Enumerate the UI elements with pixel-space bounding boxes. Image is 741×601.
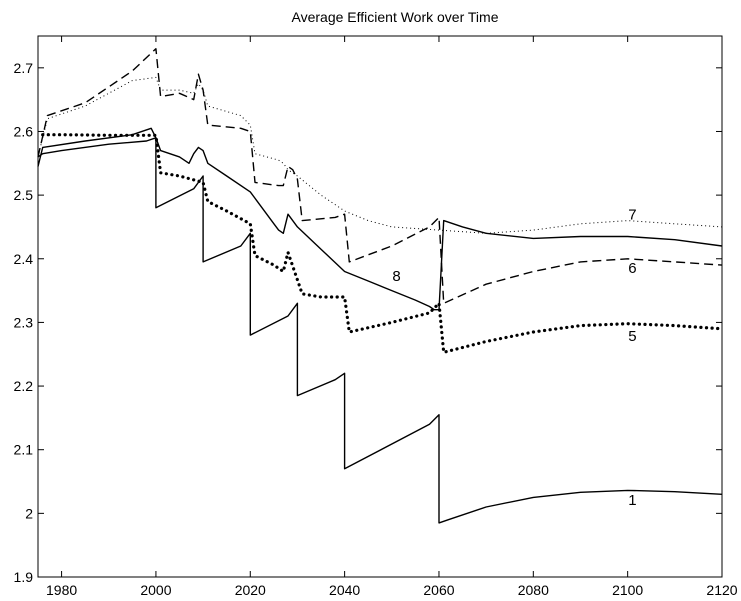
x-tick-label: 1980 (46, 582, 77, 598)
plot-frame (37, 35, 723, 578)
y-tick-label: 2.4 (14, 251, 34, 267)
y-tick-label: 2 (25, 505, 33, 521)
x-tick-label: 2100 (612, 582, 643, 598)
x-tick-label: 2020 (235, 582, 266, 598)
series-line-1 (37, 137, 723, 524)
x-tick-label: 2120 (706, 582, 737, 598)
x-axis: 1980 2000 2020 2040 2060 2080 2100 2120 (46, 36, 738, 598)
y-tick-label: 2.5 (14, 187, 34, 203)
series-label-8: 8 (392, 268, 400, 285)
x-tick-label: 2080 (518, 582, 549, 598)
series-label-6: 6 (628, 260, 636, 277)
plot-area (37, 48, 724, 524)
x-tick-label: 2060 (423, 582, 454, 598)
y-tick-label: 2.2 (14, 378, 34, 394)
y-tick-label: 2.1 (14, 442, 34, 458)
y-tick-label: 2.6 (14, 123, 34, 139)
series-line-7 (37, 76, 723, 234)
series-line-5 (41, 133, 724, 354)
y-axis: 1.9 2 2.1 2.2 2.3 2.4 2.5 2.6 2.7 (14, 60, 722, 585)
y-tick-label: 2.7 (14, 60, 34, 76)
x-tick-label: 2040 (329, 582, 360, 598)
series-labels: 8 7 6 5 1 (392, 206, 636, 509)
series-label-7: 7 (628, 206, 636, 223)
chart-title: Average Efficient Work over Time (292, 9, 499, 25)
y-tick-label: 1.9 (14, 569, 34, 585)
series-label-1: 1 (628, 492, 636, 509)
series-label-5: 5 (628, 328, 636, 345)
series-line-8 (37, 127, 723, 311)
series-line-6 (37, 48, 723, 304)
y-tick-label: 2.3 (14, 314, 34, 330)
x-tick-label: 2000 (140, 582, 171, 598)
